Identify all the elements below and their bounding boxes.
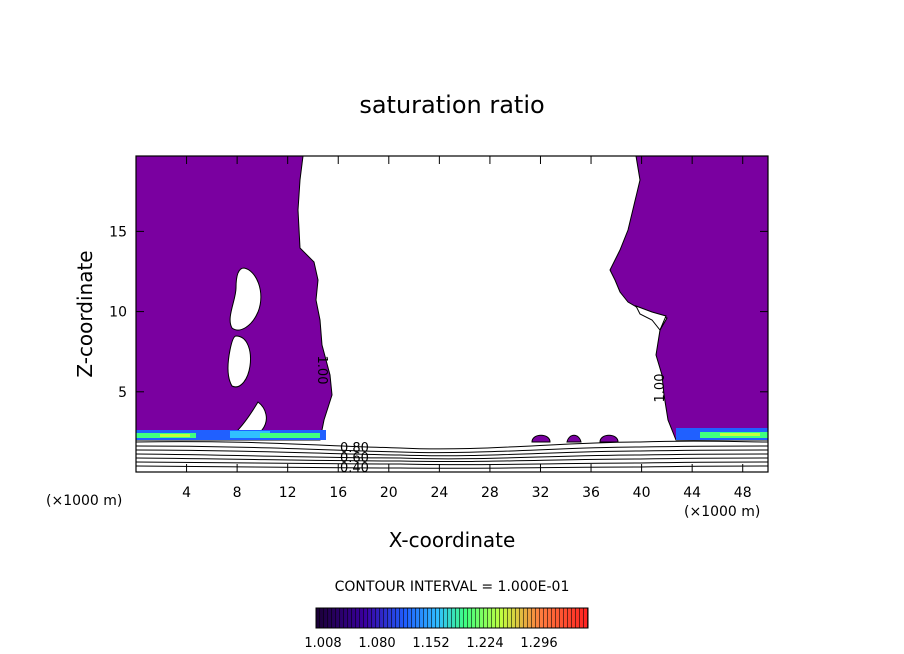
supersaturation-band-right bbox=[676, 428, 768, 440]
x-tick-label: 4 bbox=[182, 485, 191, 501]
colorbar-tick-label: 1.224 bbox=[466, 636, 503, 651]
y-tick-label: 10 bbox=[109, 305, 127, 321]
x-tick-label: 44 bbox=[683, 485, 701, 501]
colorbar bbox=[315, 607, 589, 629]
supersaturation-band-left bbox=[136, 430, 326, 440]
y-axis-label: Z-coordinate bbox=[73, 250, 97, 377]
cloud-hole-middle bbox=[227, 335, 251, 388]
chart-title: saturation ratio bbox=[359, 91, 544, 119]
y-tick-label: 15 bbox=[109, 224, 127, 240]
right-notch bbox=[634, 305, 667, 331]
contour-label-3: 0.80 bbox=[340, 441, 369, 456]
x-tick-label: 36 bbox=[582, 485, 600, 501]
contour-label-5: 0.40 bbox=[340, 461, 369, 476]
y-axis-ticks: 5 10 15 bbox=[109, 224, 768, 401]
x-axis-ticks: 4 8 12 16 20 24 28 32 36 40 44 48 bbox=[182, 156, 752, 501]
plot-area: 1.00 1.00 0.80 0.60 0.40 bbox=[136, 156, 768, 476]
contour-interval: CONTOUR INTERVAL = 1.000E-01 bbox=[335, 579, 570, 595]
x-axis-label: X-coordinate bbox=[389, 528, 516, 552]
plot-frame bbox=[135, 155, 769, 473]
supersaturation-blobs-center bbox=[531, 434, 619, 443]
colorbar-tick-label: 1.296 bbox=[520, 636, 557, 651]
x-tick-label: 16 bbox=[329, 485, 347, 501]
contour-label-1: 1.00 bbox=[314, 356, 329, 385]
colorbar-tick-label: 1.080 bbox=[358, 636, 395, 651]
x-tick-label: 12 bbox=[279, 485, 297, 501]
colorbar-tick-labels: 1.008 1.080 1.152 1.224 1.296 bbox=[304, 636, 557, 651]
x-tick-label: 28 bbox=[481, 485, 499, 501]
colorbar-tick-label: 1.152 bbox=[412, 636, 449, 651]
right-supersaturated-region bbox=[609, 156, 768, 441]
subsaturated-contour-lines bbox=[136, 440, 768, 469]
x-tick-label: 32 bbox=[532, 485, 550, 501]
x-unit-right: (×1000 m) bbox=[684, 504, 760, 520]
x-unit-left: (×1000 m) bbox=[46, 493, 122, 509]
x-tick-label: 20 bbox=[380, 485, 398, 501]
x-tick-label: 24 bbox=[430, 485, 448, 501]
x-tick-label: 8 bbox=[233, 485, 242, 501]
contour-label-4: 0.60 bbox=[340, 451, 369, 466]
cloud-hole-upper bbox=[229, 267, 262, 331]
x-tick-label: 48 bbox=[734, 485, 752, 501]
y-tick-label: 5 bbox=[118, 385, 127, 401]
contour-label-2: 1.00 bbox=[653, 374, 668, 403]
colorbar-tick-label: 1.008 bbox=[304, 636, 341, 651]
x-tick-label: 40 bbox=[633, 485, 651, 501]
